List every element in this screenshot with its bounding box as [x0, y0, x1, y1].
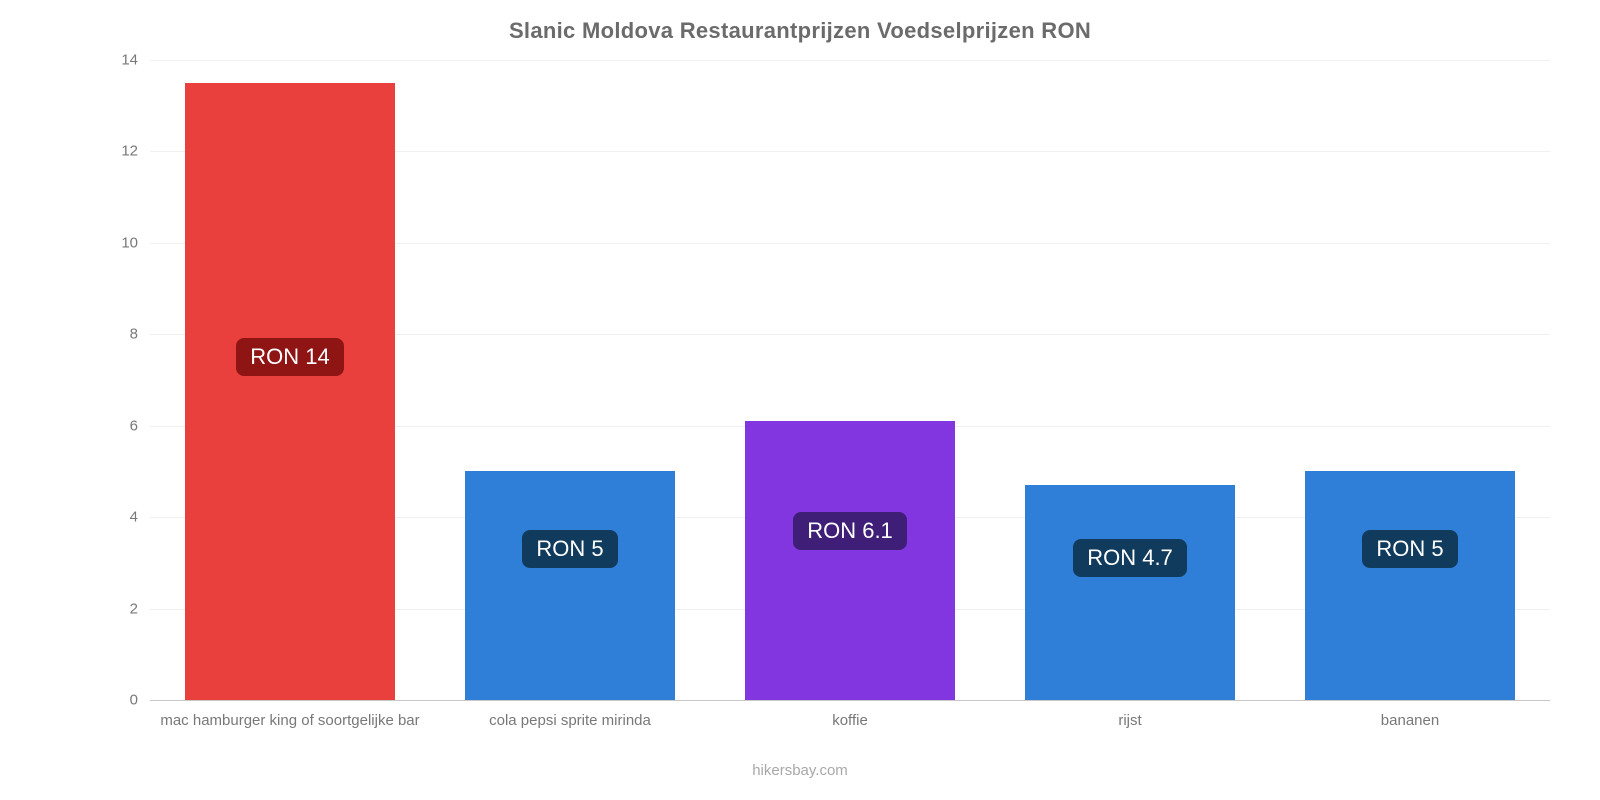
bar [1305, 471, 1515, 700]
price-bar-chart: Slanic Moldova Restaurantprijzen Voedsel… [0, 0, 1600, 800]
bar-value-label: RON 5 [522, 530, 617, 568]
x-axis-labels: mac hamburger king of soortgelijke barco… [150, 712, 1550, 729]
bar-slot: RON 14 [150, 60, 430, 700]
bar-value-label: RON 4.7 [1073, 539, 1187, 577]
bar-value-label: RON 14 [236, 338, 343, 376]
ytick-label: 2 [130, 600, 150, 617]
bar-value-label: RON 6.1 [793, 512, 907, 550]
x-axis-label: cola pepsi sprite mirinda [430, 712, 710, 729]
ytick-label: 14 [121, 52, 150, 69]
plot-area: 02468101214 RON 14RON 5RON 6.1RON 4.7RON… [150, 60, 1550, 700]
bar [185, 83, 395, 700]
x-axis-label: mac hamburger king of soortgelijke bar [150, 712, 430, 729]
attribution-text: hikersbay.com [0, 762, 1600, 779]
bar [465, 471, 675, 700]
bar [1025, 485, 1235, 700]
bar-slot: RON 6.1 [710, 60, 990, 700]
bar-slot: RON 4.7 [990, 60, 1270, 700]
x-axis-label: koffie [710, 712, 990, 729]
x-axis-label: bananen [1270, 712, 1550, 729]
chart-title: Slanic Moldova Restaurantprijzen Voedsel… [0, 18, 1600, 44]
bars-container: RON 14 RON 5 RON 6.1 RON 4.7 RON 5 [150, 60, 1550, 700]
bar-value-label: RON 5 [1362, 530, 1457, 568]
ytick-label: 10 [121, 234, 150, 251]
ytick-label: 4 [130, 509, 150, 526]
x-axis-label: rijst [990, 712, 1270, 729]
bar-slot: RON 5 [1270, 60, 1550, 700]
ytick-label: 12 [121, 143, 150, 160]
ytick-label: 8 [130, 326, 150, 343]
ytick-label: 0 [130, 692, 150, 709]
axis-baseline [150, 700, 1550, 701]
ytick-label: 6 [130, 417, 150, 434]
bar [745, 421, 955, 700]
bar-slot: RON 5 [430, 60, 710, 700]
